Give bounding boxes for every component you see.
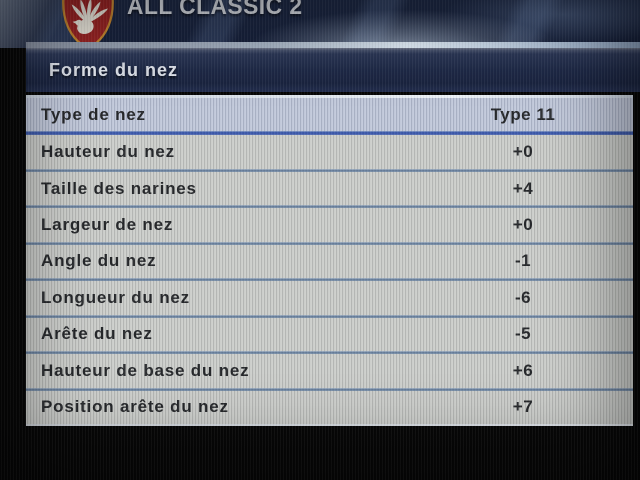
row-label: Hauteur du nez bbox=[41, 142, 175, 162]
row-label: Type de nez bbox=[41, 104, 146, 124]
glare-band bbox=[26, 42, 640, 48]
row-value: -5 bbox=[514, 324, 532, 344]
row-value: +6 bbox=[512, 360, 534, 380]
row-value: +0 bbox=[512, 142, 534, 162]
row-separator bbox=[26, 241, 633, 245]
row-value: -1 bbox=[514, 251, 532, 271]
table-top-border bbox=[26, 95, 633, 98]
table-row-longueur-du-nez[interactable]: Longueur du nez -6 bbox=[26, 281, 633, 315]
table-row-type-de-nez[interactable]: Type de nez Type 11 bbox=[26, 98, 633, 132]
team-header: ALL CLASSIC 2 bbox=[0, 0, 640, 50]
team-name: ALL CLASSIC 2 bbox=[127, 0, 303, 20]
row-label: Position arête du nez bbox=[41, 397, 229, 417]
row-separator bbox=[26, 278, 633, 282]
table-row-hauteur-de-base-du-nez[interactable]: Hauteur de base du nez +6 bbox=[26, 354, 633, 388]
settings-table: Type de nez Type 11 Hauteur du nez +0 Ta… bbox=[26, 95, 633, 426]
panel-title: Forme du nez bbox=[49, 59, 179, 80]
table-row-angle-du-nez[interactable]: Angle du nez -1 bbox=[26, 244, 633, 279]
row-value: Type 11 bbox=[490, 104, 556, 124]
table-row-position-arete-du-nez[interactable]: Position arête du nez +7 bbox=[26, 390, 633, 424]
table-row-arete-du-nez[interactable]: Arête du nez -5 bbox=[26, 317, 633, 352]
row-label: Angle du nez bbox=[41, 251, 157, 271]
row-label: Largeur de nez bbox=[41, 215, 174, 235]
row-separator bbox=[26, 131, 633, 136]
table-row-largeur-de-nez[interactable]: Largeur de nez +0 bbox=[26, 208, 633, 242]
row-value: +7 bbox=[512, 397, 534, 417]
row-label: Longueur du nez bbox=[41, 287, 190, 307]
row-value: +0 bbox=[512, 215, 534, 235]
row-separator bbox=[26, 205, 633, 209]
table-row-hauteur-du-nez[interactable]: Hauteur du nez +0 bbox=[26, 135, 633, 169]
row-separator bbox=[26, 168, 633, 172]
row-separator bbox=[26, 387, 633, 391]
row-value: -6 bbox=[514, 287, 532, 307]
panel-title-bar: Forme du nez bbox=[26, 48, 640, 92]
row-label: Taille des narines bbox=[41, 178, 197, 198]
row-value: +4 bbox=[512, 178, 534, 198]
row-separator bbox=[26, 314, 633, 318]
row-label: Arête du nez bbox=[41, 324, 153, 344]
row-separator bbox=[26, 351, 633, 355]
table-bottom-border bbox=[26, 423, 633, 426]
row-label: Hauteur de base du nez bbox=[41, 360, 250, 380]
table-row-taille-des-narines[interactable]: Taille des narines +4 bbox=[26, 171, 633, 206]
